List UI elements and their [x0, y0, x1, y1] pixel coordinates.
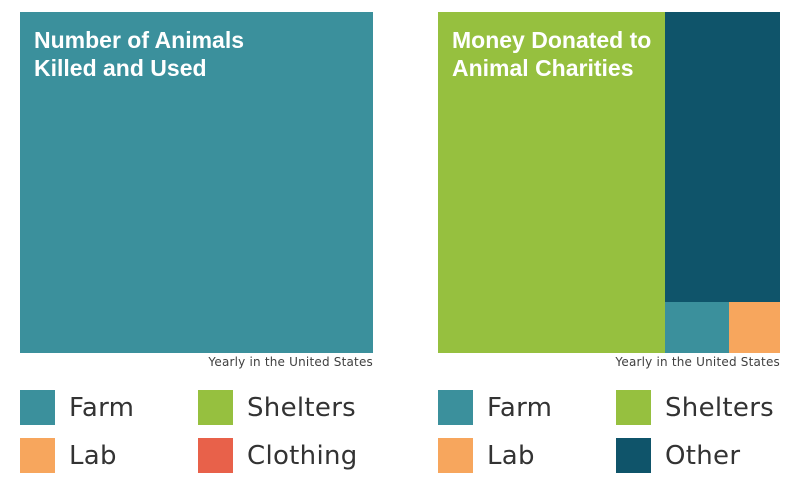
money-donated-treemap: Money Donated to Animal Charities [438, 12, 780, 353]
legend-label: Shelters [665, 392, 775, 423]
legend-label: Clothing [247, 440, 358, 471]
money-donated-legend: Farm Shelters Lab Other [438, 390, 798, 480]
legend-swatch [20, 438, 55, 473]
legend-label: Lab [69, 440, 117, 471]
treemap-cell-other [665, 12, 780, 303]
legend-item-clothing: Clothing [198, 438, 358, 473]
legend-label: Lab [487, 440, 535, 471]
treemap-cell-farm [665, 302, 730, 353]
legend-label: Shelters [247, 392, 357, 423]
legend-item-farm: Farm [20, 390, 134, 425]
legend-item-farm: Farm [438, 390, 552, 425]
legend-swatch [438, 390, 473, 425]
animals-killed-treemap: Number of Animals Killed and Used [20, 12, 373, 353]
legend-swatch [198, 390, 233, 425]
money-donated-chart: Money Donated to Animal Charities Yearly… [438, 12, 780, 369]
legend-label: Other [665, 440, 741, 471]
chart-caption: Yearly in the United States [615, 355, 780, 369]
legend-item-lab: Lab [438, 438, 535, 473]
chart-caption: Yearly in the United States [208, 355, 373, 369]
legend-item-other: Other [616, 438, 740, 473]
legend-swatch [438, 438, 473, 473]
treemap-cell-shelters [438, 12, 666, 353]
treemap-cell-lab [729, 302, 780, 353]
treemap-cell-farm [20, 12, 373, 353]
legend-swatch [20, 390, 55, 425]
legend-item-shelters: Shelters [616, 390, 774, 425]
legend-swatch [616, 438, 651, 473]
legend-item-shelters: Shelters [198, 390, 356, 425]
animals-killed-legend: Farm Shelters Lab Clothing [20, 390, 380, 480]
animals-killed-chart: Number of Animals Killed and Used Yearly… [20, 12, 373, 369]
legend-swatch [198, 438, 233, 473]
legend-label: Farm [69, 392, 135, 423]
legend-item-lab: Lab [20, 438, 117, 473]
legend-label: Farm [487, 392, 553, 423]
legend-swatch [616, 390, 651, 425]
